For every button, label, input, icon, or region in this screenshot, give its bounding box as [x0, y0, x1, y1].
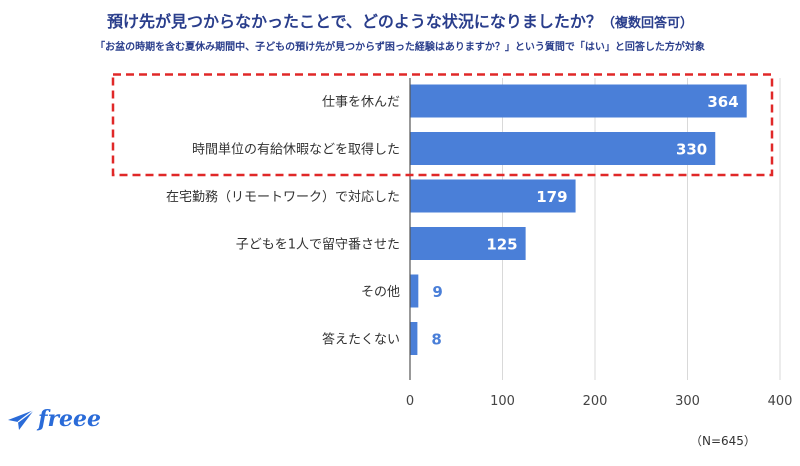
bar	[410, 132, 716, 165]
category-label: 在宅勤務（リモートワーク）で対応した	[166, 190, 400, 205]
value-label: 330	[676, 141, 707, 159]
value-label: 9	[432, 283, 442, 301]
x-tick-label: 200	[583, 394, 608, 409]
bar	[410, 84, 747, 118]
value-label: 8	[431, 331, 441, 349]
category-label: 時間単位の有給休暇などを取得した	[192, 142, 400, 158]
bar	[410, 274, 419, 308]
category-label: 子どもを1人で留守番させた	[236, 238, 400, 253]
x-tick-label: 300	[675, 394, 700, 409]
category-label: その他	[361, 285, 400, 300]
value-label: 179	[536, 188, 567, 206]
chart-title-suffix: （複数回答可）	[601, 16, 693, 31]
x-tick-label: 0	[406, 394, 414, 409]
paper-plane-icon	[8, 409, 35, 430]
brand-logo: freee	[6, 406, 101, 432]
x-tick-label: 100	[490, 394, 515, 409]
brand-wordmark: freee	[38, 406, 102, 432]
value-label: 364	[707, 93, 738, 111]
chart-subtitle: 「お盆の時期を含む夏休み期間中、子どもの預け先が見つからず困った経験はありますか…	[95, 42, 705, 53]
bar	[410, 227, 526, 260]
chart-title-main: 預け先が見つからなかったことで、どのような状況になりましたか？	[107, 12, 602, 31]
sample-size-note: （N=645）	[690, 434, 756, 448]
category-label: 仕事を休んだ	[322, 95, 400, 110]
x-tick-label: 400	[768, 394, 793, 409]
value-label: 125	[486, 236, 517, 254]
category-label: 答えたくない	[322, 332, 400, 348]
bar	[410, 322, 418, 355]
bar	[410, 179, 576, 213]
highlight-box	[111, 73, 774, 177]
chart-title: 預け先が見つからなかったことで、どのような状況になりましたか？（複数回答可）	[0, 8, 800, 32]
